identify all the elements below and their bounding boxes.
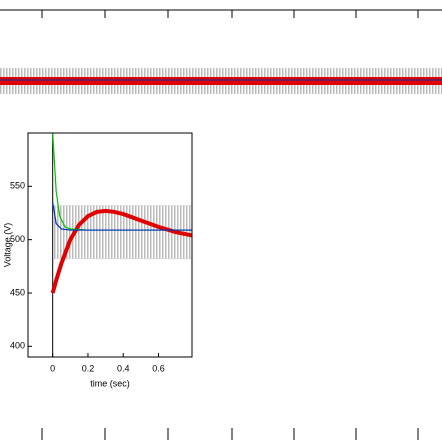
series-line (50, 208, 193, 294)
y-tick-label: 450 (10, 287, 25, 297)
axes-frame (27, 132, 193, 358)
x-tick-label: 0 (50, 363, 55, 373)
x-tick-label: 0.2 (82, 363, 95, 373)
top-strip (0, 9, 442, 18)
y-tick-label: 400 (10, 341, 25, 351)
inset-plot: 400 450 500 550 0 0.2 0.4 0.6 (10, 132, 193, 373)
series-line (52, 202, 192, 231)
bottom-ticks (41, 428, 419, 440)
x-tick-label: 0.6 (152, 363, 165, 373)
x-tick-label: 0.4 (117, 363, 130, 373)
y-tick-label: 550 (10, 181, 25, 191)
y-axis-label: Voltage (V) (2, 223, 12, 268)
x-axis-label: time (sec) (90, 378, 130, 388)
top-band (0, 68, 442, 94)
y-tick-label: 500 (10, 234, 25, 244)
